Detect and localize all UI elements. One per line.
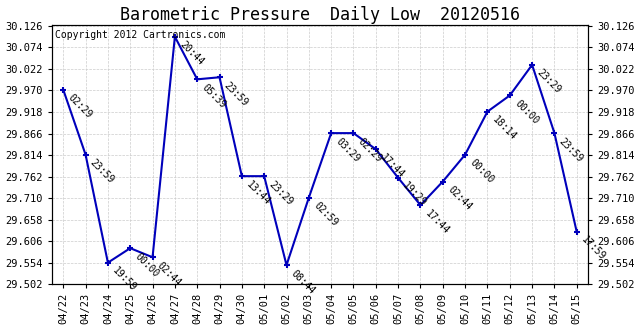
Text: 02:59: 02:59	[312, 200, 339, 228]
Text: 23:59: 23:59	[557, 136, 585, 164]
Text: 18:14: 18:14	[490, 115, 518, 142]
Text: 00:00: 00:00	[513, 98, 540, 126]
Text: Copyright 2012 Cartronics.com: Copyright 2012 Cartronics.com	[55, 30, 225, 40]
Text: 05:39: 05:39	[200, 82, 228, 110]
Text: 03:29: 03:29	[334, 136, 362, 164]
Text: 02:44: 02:44	[156, 260, 183, 288]
Text: 23:59: 23:59	[88, 157, 116, 185]
Title: Barometric Pressure  Daily Low  20120516: Barometric Pressure Daily Low 20120516	[120, 6, 520, 23]
Text: 20:44: 20:44	[178, 40, 205, 67]
Text: 13:44: 13:44	[244, 179, 273, 207]
Text: 17:59: 17:59	[580, 235, 607, 263]
Text: 23:29: 23:29	[267, 179, 295, 207]
Text: 02:29: 02:29	[66, 92, 94, 120]
Text: 17:44: 17:44	[423, 208, 451, 236]
Text: 08:44: 08:44	[289, 268, 317, 296]
Text: 02:44: 02:44	[445, 184, 474, 212]
Text: 00:00: 00:00	[133, 251, 161, 279]
Text: 00:00: 00:00	[468, 157, 496, 185]
Text: 19:29: 19:29	[401, 181, 429, 209]
Text: 23:29: 23:29	[535, 68, 563, 95]
Text: 23:59: 23:59	[222, 80, 250, 108]
Text: 19:59: 19:59	[111, 265, 138, 293]
Text: 02:29: 02:29	[356, 136, 384, 164]
Text: 17:44: 17:44	[379, 152, 406, 180]
